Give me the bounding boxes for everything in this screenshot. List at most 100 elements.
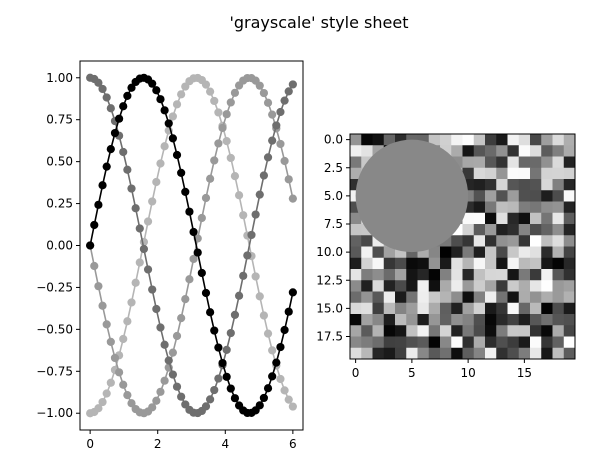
- image-pixel: [552, 167, 565, 180]
- image-pixel: [428, 291, 441, 304]
- image-y-tick-label: 12.5: [316, 273, 343, 287]
- series-2-point-7: [115, 368, 124, 377]
- image-pixel: [361, 235, 373, 247]
- image-pixel: [473, 280, 486, 292]
- series-2-point-8: [119, 380, 128, 389]
- image-pixel: [552, 314, 565, 326]
- image-pixel: [350, 179, 362, 191]
- image-pixel: [395, 134, 407, 146]
- image-pixel: [530, 145, 542, 157]
- series-1-point-5: [106, 104, 115, 113]
- series-0-point-42: [259, 393, 268, 403]
- image-pixel: [440, 246, 452, 259]
- image-pixel: [395, 269, 407, 281]
- series-0-point-3: [98, 181, 107, 190]
- image-pixel: [552, 179, 565, 191]
- series-2-point-34: [226, 98, 235, 107]
- image-pixel: [417, 314, 430, 326]
- image-pixel: [563, 291, 576, 304]
- image-pixel: [485, 336, 497, 349]
- series-3-point-11: [131, 278, 140, 287]
- image-pixel: [462, 336, 475, 349]
- series-1-point-43: [263, 153, 273, 162]
- image-pixel: [383, 336, 396, 349]
- image-pixel: [473, 347, 486, 360]
- series-3-point-20: [168, 112, 177, 121]
- image-pixel: [361, 336, 373, 349]
- y-tick-label: 1.00: [46, 71, 73, 85]
- x-tick-label: 2: [154, 437, 162, 451]
- image-pixel: [552, 190, 565, 202]
- series-2-point-43: [263, 98, 273, 107]
- image-pixel: [563, 325, 576, 337]
- series-3-point-35: [230, 171, 240, 181]
- image-pixel: [507, 325, 520, 337]
- image-pixel: [496, 134, 508, 146]
- image-pixel: [563, 167, 576, 180]
- series-0-point-21: [172, 150, 182, 160]
- image-pixel: [507, 347, 520, 360]
- y-tick-label: 0.00: [46, 239, 73, 253]
- y-tick-label: −1.00: [36, 406, 73, 420]
- series-0-point-45: [272, 358, 281, 367]
- series-3-point-33: [222, 137, 231, 146]
- line-plot: 0 2 4 6 −1.00 −0.75 −0.50 −0.25 0.00 0.25 0.50 0.75…: [36, 60, 304, 451]
- series-2-point-24: [185, 275, 194, 284]
- series-3-point-47: [280, 386, 289, 395]
- series-3-point-18: [160, 142, 169, 151]
- series-1-point-42: [259, 171, 268, 180]
- image-pixel: [507, 167, 520, 180]
- image-pixel: [417, 347, 430, 360]
- series-1-point-40: [251, 210, 260, 219]
- series-1-point-34: [226, 328, 235, 338]
- series-2-point-10: [127, 399, 136, 408]
- image-pixel: [462, 235, 475, 247]
- image-pixel: [485, 156, 497, 169]
- image-pixel: [496, 280, 508, 292]
- image-pixel: [428, 257, 441, 270]
- image-pixel: [541, 246, 553, 259]
- series-0-point-24: [185, 207, 194, 216]
- y-tick-label: −0.25: [36, 280, 73, 294]
- image-pixel: [372, 325, 385, 337]
- image-pixel: [485, 347, 497, 360]
- image-pixel: [440, 347, 452, 360]
- image-pixel: [395, 246, 407, 259]
- image-pixel: [372, 246, 385, 259]
- image-pixel: [518, 314, 531, 326]
- y-tick-label: −0.50: [36, 322, 73, 336]
- image-pixel: [530, 302, 542, 315]
- image-pixel: [473, 212, 486, 225]
- image-pixel: [530, 201, 542, 214]
- series-0-point-18: [160, 106, 169, 115]
- image-pixel: [428, 269, 441, 281]
- series-0-point-5: [106, 145, 115, 154]
- image-pixel: [451, 257, 463, 270]
- image-pixel: [350, 235, 362, 247]
- image-pixel: [541, 201, 553, 214]
- series-1-point-18: [160, 340, 169, 349]
- image-pixel: [563, 347, 576, 360]
- image-pixel: [496, 325, 508, 337]
- image-pixel: [518, 257, 531, 270]
- x-tick-label: 6: [289, 437, 297, 451]
- image-pixel: [496, 302, 508, 315]
- image-pixel: [507, 212, 520, 225]
- image-pixel: [530, 257, 542, 270]
- series-1-point-31: [214, 374, 223, 383]
- image-pixel: [361, 145, 373, 157]
- series-3-point-12: [135, 258, 144, 267]
- image-pixel: [496, 145, 508, 157]
- image-pixel: [496, 246, 508, 259]
- series-2-point-33: [222, 110, 231, 119]
- series-2-point-15: [148, 403, 157, 412]
- image-pixel: [485, 190, 497, 202]
- series-1-point-48: [284, 87, 293, 96]
- image-pixel: [372, 347, 385, 360]
- image-pixel: [518, 179, 531, 191]
- image-pixel: [507, 291, 520, 304]
- series-0-point-1: [90, 220, 99, 230]
- series-0-point-48: [284, 307, 293, 316]
- series-3-point-4: [102, 389, 111, 398]
- image-pixel: [496, 212, 508, 225]
